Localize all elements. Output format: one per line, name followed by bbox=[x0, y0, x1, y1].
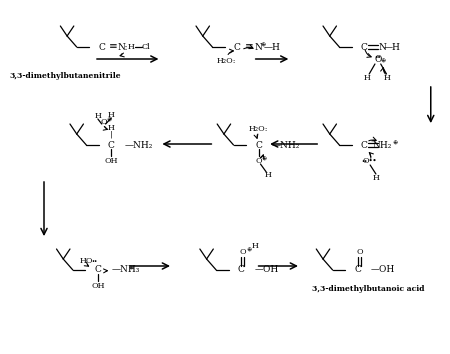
Text: O∙∙: O∙∙ bbox=[363, 157, 378, 165]
Text: O: O bbox=[240, 248, 247, 256]
Text: ∙∙: ∙∙ bbox=[91, 258, 97, 263]
Text: H₂O:: H₂O: bbox=[217, 57, 237, 65]
Text: 3,3-dimethylbutanenitrile: 3,3-dimethylbutanenitrile bbox=[9, 72, 121, 80]
Text: C: C bbox=[234, 42, 241, 51]
Text: —H: —H bbox=[384, 42, 400, 51]
Text: N: N bbox=[255, 42, 262, 51]
Text: —H: —H bbox=[264, 42, 280, 51]
Text: ⊕: ⊕ bbox=[262, 155, 267, 160]
Text: ≡: ≡ bbox=[109, 42, 117, 51]
Text: H: H bbox=[127, 43, 134, 51]
Text: C: C bbox=[255, 141, 262, 149]
Text: ≡: ≡ bbox=[244, 42, 253, 51]
Text: ⊕: ⊕ bbox=[380, 57, 385, 63]
Text: H: H bbox=[251, 242, 258, 250]
Text: H: H bbox=[384, 74, 391, 82]
Text: H: H bbox=[108, 124, 115, 132]
Text: O: O bbox=[100, 118, 107, 126]
Text: —NH₃: —NH₃ bbox=[111, 266, 140, 274]
Text: ⊕: ⊕ bbox=[246, 246, 252, 251]
Text: 3,3-dimethylbutanoic acid: 3,3-dimethylbutanoic acid bbox=[312, 285, 424, 293]
Text: O: O bbox=[356, 248, 363, 256]
Text: HO: HO bbox=[80, 257, 93, 265]
Text: C: C bbox=[354, 266, 361, 274]
Text: —NH₂: —NH₂ bbox=[272, 141, 301, 149]
Text: H₂O:: H₂O: bbox=[249, 125, 268, 133]
Text: ⊕: ⊕ bbox=[107, 116, 112, 121]
Text: C: C bbox=[108, 141, 115, 149]
Text: ⊕: ⊕ bbox=[128, 264, 133, 269]
Text: N: N bbox=[379, 42, 387, 51]
Text: O: O bbox=[255, 157, 262, 165]
Text: C: C bbox=[98, 42, 105, 51]
Text: H: H bbox=[94, 112, 101, 120]
Text: H: H bbox=[265, 171, 272, 179]
Text: OH: OH bbox=[91, 282, 105, 290]
Text: NH₂: NH₂ bbox=[372, 141, 392, 149]
Text: ∙∙: ∙∙ bbox=[374, 52, 381, 60]
Text: ∙∙: ∙∙ bbox=[361, 159, 368, 164]
Text: C: C bbox=[361, 42, 368, 51]
Text: H: H bbox=[373, 174, 379, 182]
Text: H: H bbox=[364, 74, 371, 82]
Text: C: C bbox=[238, 266, 245, 274]
Text: —OH: —OH bbox=[371, 266, 396, 274]
Text: Cl: Cl bbox=[142, 43, 150, 51]
Text: C: C bbox=[94, 266, 101, 274]
Text: ⊕: ⊕ bbox=[392, 139, 398, 144]
Text: N:: N: bbox=[117, 42, 128, 51]
Text: —OH: —OH bbox=[255, 266, 279, 274]
Text: C: C bbox=[361, 141, 368, 149]
Text: —NH₂: —NH₂ bbox=[125, 141, 153, 149]
Text: H: H bbox=[108, 111, 115, 119]
Text: O: O bbox=[374, 56, 382, 64]
Text: |: | bbox=[110, 131, 112, 139]
Text: ⊕: ⊕ bbox=[261, 41, 266, 46]
Text: OH: OH bbox=[104, 157, 118, 165]
